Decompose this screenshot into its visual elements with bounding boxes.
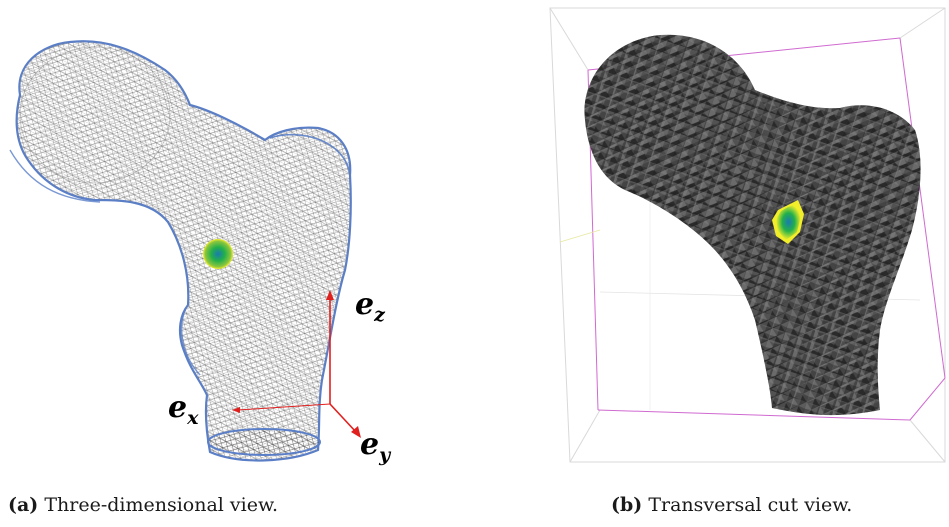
ey-arrow-icon: [351, 426, 361, 438]
shaft-end-cap: [207, 428, 321, 456]
lesion-marker: [203, 239, 233, 269]
femur-wireframe-illustration: [9, 40, 361, 462]
panel-b-transversal-cut-view: [540, 0, 949, 470]
axis-label-ez: ez: [355, 287, 385, 326]
axis-triad: [232, 290, 361, 438]
caption-b-tag: (b): [611, 494, 643, 516]
ex-arrow-icon: [232, 407, 240, 413]
axis-label-ex: ex: [168, 390, 199, 429]
axis-label-ey: ey: [360, 427, 391, 466]
caption-a-text: Three-dimensional view.: [44, 494, 279, 516]
caption-a: (a) Three-dimensional view.: [8, 494, 278, 516]
caption-b-text: Transversal cut view.: [648, 494, 853, 516]
caption-a-tag: (a): [8, 494, 39, 516]
panel-a-three-dimensional-view: [0, 0, 470, 470]
femur-cut-illustration: [549, 7, 946, 463]
caption-b: (b) Transversal cut view.: [611, 494, 852, 516]
ez-arrow-icon: [326, 290, 334, 300]
lesion-marker: [776, 204, 801, 240]
